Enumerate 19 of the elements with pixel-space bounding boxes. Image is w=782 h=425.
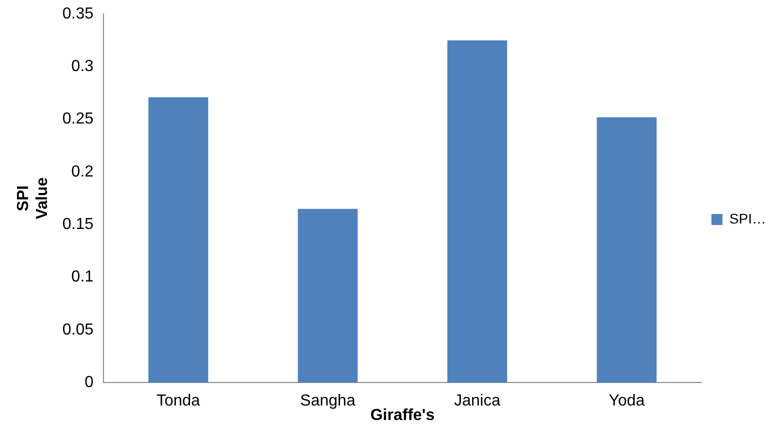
bar <box>596 117 657 383</box>
y-tick-label: 0.1 <box>71 268 94 286</box>
y-axis-title: SPI Value <box>15 177 52 220</box>
bar <box>447 40 508 383</box>
x-tick-label: Sangha <box>300 392 356 410</box>
y-tick-label: 0.3 <box>71 58 94 76</box>
y-tick-label: 0.15 <box>62 216 94 234</box>
legend-label: SPI… <box>729 210 766 226</box>
y-tick-label: 0.05 <box>62 321 94 338</box>
y-tick-label: 0.2 <box>71 163 94 180</box>
bar <box>148 97 208 383</box>
y-tick-label: 0 <box>84 374 94 392</box>
x-tick-label: Janica <box>454 392 500 410</box>
x-tick-label: Tonda <box>156 392 200 410</box>
x-tick-label: Yoda <box>608 392 645 410</box>
bar <box>298 208 358 383</box>
x-axis-title: Giraffe's <box>370 406 435 424</box>
y-tick-label: 0.35 <box>62 5 94 22</box>
y-tick-label: 0.25 <box>62 110 94 128</box>
